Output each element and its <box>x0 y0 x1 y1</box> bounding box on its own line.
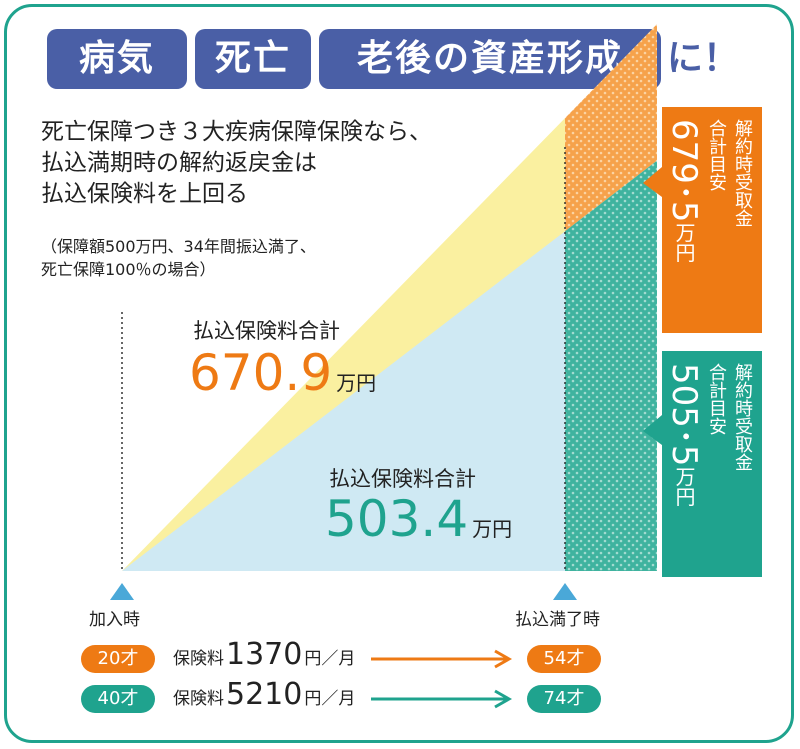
callout-teal-label-2: 合計目安 <box>706 363 727 435</box>
subtitle-line-1: 死亡保障つき３大疾病保障保険なら、 <box>41 119 432 145</box>
callout-box-orange: 解約時受取金 合計目安 679･5万円 <box>662 107 762 333</box>
condition-note: （保障額500万円、34年間振込満了、 死亡保障100％の場合） <box>41 235 316 281</box>
callout-teal-number: 505･5 <box>664 363 704 467</box>
plan-20yo-start-age: 20才 <box>81 645 155 673</box>
subtitle: 死亡保障つき３大疾病保障保険なら、 払込満期時の解約返戻金は 払込保険料を上回る <box>41 117 432 210</box>
cash-value-area-20yo <box>565 24 657 232</box>
total-premium-label-40yo: 払込保険料合計 <box>329 467 476 491</box>
title-word-death: 死亡 <box>195 29 311 89</box>
plan-20yo-premium-unit: 円／月 <box>304 649 356 669</box>
total-premium-value-20yo: 670.9 万円 <box>189 345 376 411</box>
note-line-2: 死亡保障100％の場合） <box>41 260 216 279</box>
chart-svg <box>110 24 662 709</box>
callout-orange-number: 679･5 <box>664 119 704 223</box>
infographic-frame: 病気 死亡 老後の資産形成 に！ <box>4 4 794 743</box>
callout-orange-label-2: 合計目安 <box>706 119 727 191</box>
callout-pointer-orange <box>643 167 662 197</box>
title-suffix: に！ <box>667 38 740 79</box>
callout-teal-value: 505･5万円 <box>662 363 706 507</box>
plan-40yo-end-age: 74才 <box>527 685 601 713</box>
callout-orange-label-1: 解約時受取金 <box>732 119 753 227</box>
total-premium-unit-20yo: 万円 <box>336 371 377 395</box>
arrow-40yo-head <box>494 689 513 709</box>
axis-end-label: 払込満了時 <box>515 610 600 630</box>
title-word-illness: 病気 <box>47 29 187 89</box>
plan-40yo-premium-unit: 円／月 <box>304 689 356 709</box>
plan-40yo-start-age: 40才 <box>81 685 155 713</box>
callout-teal-unit: 万円 <box>672 466 696 507</box>
total-premium-number-20yo: 670.9 <box>189 344 333 402</box>
subtitle-line-3: 払込保険料を上回る <box>41 181 248 207</box>
series-area-40yo <box>122 231 565 571</box>
total-premium-unit-40yo: 万円 <box>472 517 513 541</box>
total-premium-label-20yo: 払込保険料合計 <box>193 319 340 343</box>
callout-orange-unit: 万円 <box>672 222 696 263</box>
plan-40yo-premium-value: 5210 <box>226 677 303 712</box>
note-line-1: （保障額500万円、34年間振込満了、 <box>41 237 316 256</box>
end-marker <box>553 583 577 600</box>
plan-20yo-premium: 保険料1370 円／月 <box>173 637 355 672</box>
callout-pointer-teal <box>643 415 662 445</box>
total-premium-number-40yo: 503.4 <box>325 490 469 548</box>
callout-teal-label-1: 解約時受取金 <box>732 363 753 471</box>
plan-20yo-premium-label: 保険料 <box>173 649 224 669</box>
callout-orange-value: 679･5万円 <box>662 119 706 263</box>
plan-40yo-premium-label: 保険料 <box>173 689 224 709</box>
axis-start-label: 加入時 <box>89 610 140 630</box>
callout-box-teal: 解約時受取金 合計目安 505･5万円 <box>662 351 762 577</box>
total-premium-value-40yo: 503.4 万円 <box>325 491 512 557</box>
subtitle-line-2: 払込満期時の解約返戻金は <box>41 150 317 176</box>
plan-20yo-premium-value: 1370 <box>226 637 303 672</box>
arrow-20yo-head <box>494 649 513 669</box>
start-marker <box>110 583 134 600</box>
plan-40yo-premium: 保険料5210 円／月 <box>173 677 355 712</box>
plan-20yo-end-age: 54才 <box>527 645 601 673</box>
cash-value-area-40yo <box>565 160 657 571</box>
